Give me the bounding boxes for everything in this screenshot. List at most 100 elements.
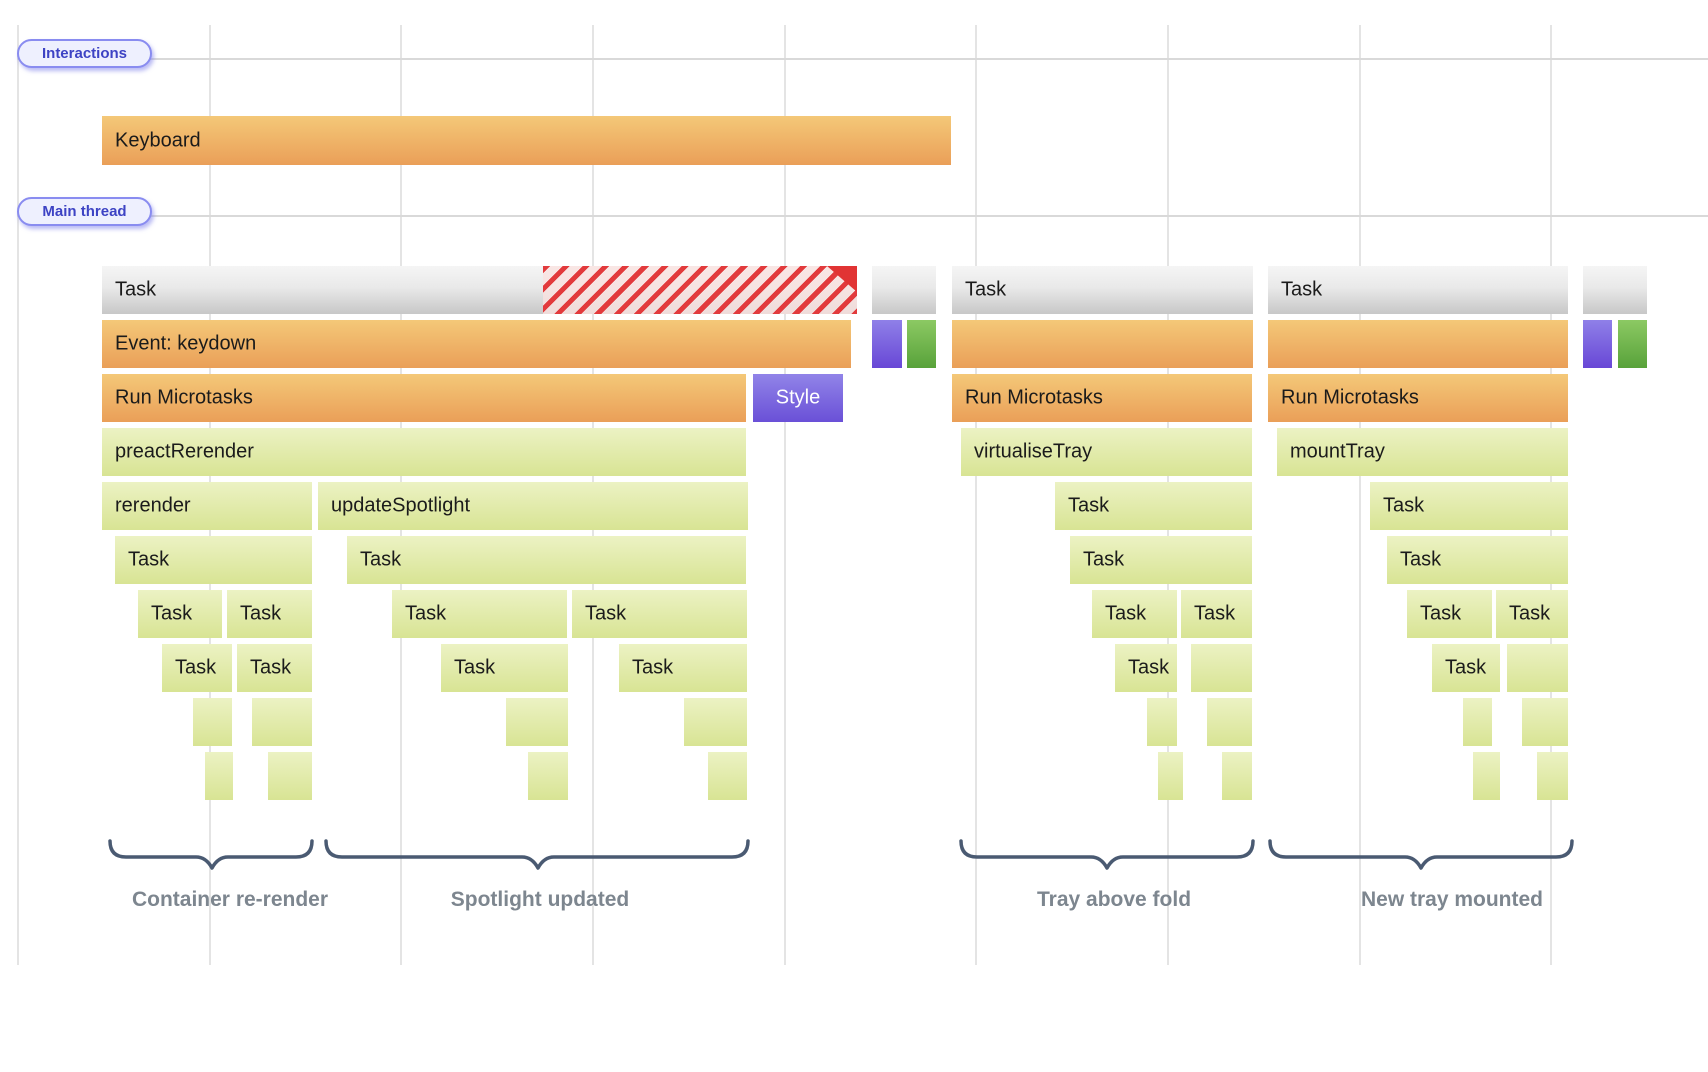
flame-bar-unlabeled[interactable]: [1507, 644, 1568, 692]
flame-bar-task[interactable]: Task: [1496, 590, 1568, 638]
flame-bar-task[interactable]: Task: [1387, 536, 1568, 584]
flame-bar-task[interactable]: Task: [1115, 644, 1177, 692]
interaction-bar-keyboard[interactable]: Keyboard: [102, 116, 951, 165]
grid-vline: [17, 25, 19, 965]
flame-bar-label: virtualiseTray: [974, 440, 1093, 463]
flame-bar-task[interactable]: Task: [1268, 266, 1568, 314]
flame-bar-task[interactable]: Task: [1181, 590, 1252, 638]
flame-bar-task[interactable]: Task: [115, 536, 312, 584]
flame-bar-task[interactable]: Task: [619, 644, 747, 692]
flame-bar-run-microtasks[interactable]: Run Microtasks: [1268, 374, 1568, 422]
flame-bar-unlabeled[interactable]: [1618, 320, 1647, 368]
flame-bar-unlabeled[interactable]: [193, 698, 232, 746]
flame-bar-unlabeled[interactable]: [1147, 698, 1177, 746]
flame-bar-task[interactable]: Task: [1407, 590, 1492, 638]
flame-bar-label: Event: keydown: [115, 332, 257, 355]
flame-bar-label: Task: [250, 656, 292, 679]
flame-bar-label: preactRerender: [115, 440, 254, 463]
flame-bar-task[interactable]: Task: [1070, 536, 1252, 584]
interaction-bar-label: Keyboard: [115, 129, 201, 151]
flame-bar-rerender[interactable]: rerender: [102, 482, 312, 530]
flame-bar-task[interactable]: Task: [392, 590, 567, 638]
flame-bar-unlabeled[interactable]: [1463, 698, 1492, 746]
flame-bar-label: mountTray: [1290, 440, 1385, 463]
flame-bar-task[interactable]: Task: [1092, 590, 1177, 638]
brace-spotlight-updated: [324, 839, 750, 870]
flame-bar-unlabeled[interactable]: [1207, 698, 1252, 746]
flame-bar-label: Task: [240, 602, 282, 625]
flame-bar-task[interactable]: Task: [1432, 644, 1500, 692]
annotation-label-container-re-render: Container re-render: [131, 888, 329, 911]
flame-bar-task[interactable]: Task: [227, 590, 312, 638]
flame-bar-unlabeled[interactable]: [1522, 698, 1568, 746]
flame-bar-label: Task: [1383, 494, 1425, 517]
flame-bar-label: Task: [632, 656, 674, 679]
flame-bar-updatespotlight[interactable]: updateSpotlight: [318, 482, 748, 530]
flame-bar-task[interactable]: Task: [441, 644, 568, 692]
flame-bar-label: Task: [585, 602, 627, 625]
flame-bar-unlabeled[interactable]: [872, 266, 936, 314]
flame-bar-unlabeled[interactable]: [268, 752, 312, 800]
flame-bar-unlabeled[interactable]: [1222, 752, 1252, 800]
flame-bar-task[interactable]: Task: [1055, 482, 1252, 530]
track-pill-interactions-label: Interactions: [41, 45, 128, 62]
flame-bar-unlabeled[interactable]: [1158, 752, 1183, 800]
flame-bar-unlabeled[interactable]: [205, 752, 233, 800]
flame-bar-label: Task: [151, 602, 193, 625]
flame-bar-task[interactable]: Task: [572, 590, 747, 638]
flame-bar-label: Task: [1128, 656, 1170, 679]
flame-bar-style[interactable]: Style: [753, 374, 843, 422]
flame-bar-unlabeled[interactable]: [1583, 266, 1647, 314]
flame-bar-label: Task: [1400, 548, 1442, 571]
grid-vline: [1359, 25, 1361, 965]
flame-bar-task[interactable]: Task: [237, 644, 312, 692]
flame-bar-task[interactable]: Task: [347, 536, 746, 584]
flame-bar-label: Task: [454, 656, 496, 679]
flame-bar-event-keydown[interactable]: Event: keydown: [102, 320, 851, 368]
track-pill-main-thread[interactable]: Main thread: [17, 197, 152, 226]
flame-bar-unlabeled[interactable]: [252, 698, 312, 746]
flame-bar-unlabeled[interactable]: [684, 698, 747, 746]
flame-bar-task[interactable]: Task: [1370, 482, 1568, 530]
flame-bar-unlabeled[interactable]: [1583, 320, 1612, 368]
flame-bar-run-microtasks[interactable]: Run Microtasks: [102, 374, 746, 422]
flame-bar-preactrerender[interactable]: preactRerender: [102, 428, 746, 476]
flame-bar-unlabeled[interactable]: [1268, 320, 1568, 368]
flame-bar-label: Task: [1509, 602, 1551, 625]
flame-bar-label: Task: [128, 548, 170, 571]
flame-bar-label: rerender: [115, 494, 191, 517]
flame-bar-task[interactable]: Task: [102, 266, 857, 314]
flame-bar-run-microtasks[interactable]: Run Microtasks: [952, 374, 1252, 422]
flame-bar-label: Task: [1194, 602, 1236, 625]
flame-bar-mounttray[interactable]: mountTray: [1277, 428, 1568, 476]
flame-bar-label: Task: [1105, 602, 1147, 625]
track-pill-interactions[interactable]: Interactions: [17, 39, 152, 68]
flame-bar-unlabeled[interactable]: [506, 698, 568, 746]
flame-bar-unlabeled[interactable]: [952, 320, 1253, 368]
flame-bar-unlabeled[interactable]: [907, 320, 936, 368]
flame-bar-unlabeled[interactable]: [708, 752, 747, 800]
brace-new-tray-mounted: [1268, 839, 1574, 870]
flame-bar-unlabeled[interactable]: [528, 752, 568, 800]
flame-bar-label: Run Microtasks: [1281, 386, 1419, 409]
flame-bar-label: Task: [360, 548, 402, 571]
flame-bar-unlabeled[interactable]: [872, 320, 902, 368]
flame-bar-label: Task: [1083, 548, 1125, 571]
annotation-label-spotlight-updated: Spotlight updated: [450, 888, 630, 911]
grid-hline: [17, 58, 1708, 60]
track-pill-main-thread-label: Main thread: [42, 203, 127, 220]
flame-bar-label: Task: [175, 656, 217, 679]
flame-bar-unlabeled[interactable]: [1537, 752, 1568, 800]
long-task-hatch: [543, 266, 857, 314]
flame-bar-label: updateSpotlight: [331, 494, 471, 517]
flame-bar-label: Task: [1068, 494, 1110, 517]
flame-bar-task[interactable]: Task: [138, 590, 222, 638]
flame-bar-virtualisetray[interactable]: virtualiseTray: [961, 428, 1252, 476]
flame-bar-label: Task: [1281, 278, 1323, 301]
flame-bar-unlabeled[interactable]: [1191, 644, 1252, 692]
flame-bar-task[interactable]: Task: [162, 644, 232, 692]
flame-bar-unlabeled[interactable]: [1473, 752, 1500, 800]
flame-bar-task[interactable]: Task: [952, 266, 1253, 314]
flame-bar-label: Run Microtasks: [965, 386, 1103, 409]
